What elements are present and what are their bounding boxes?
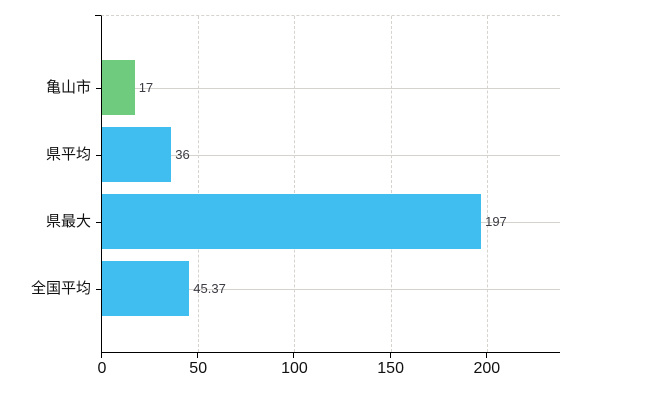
bar: [102, 261, 190, 316]
x-axis-tick-label: 0: [97, 360, 107, 377]
x-axis-tick: [293, 353, 295, 358]
bar: [102, 127, 172, 182]
category-gridline: [102, 88, 560, 89]
y-axis-tick: [96, 222, 101, 223]
vertical-gridline: [294, 16, 296, 352]
category-label: 県平均: [45, 146, 91, 163]
x-axis-tick: [197, 353, 199, 358]
category-label: 県最大: [45, 213, 91, 230]
category-label: 全国平均: [30, 280, 91, 297]
vertical-gridline: [198, 16, 200, 352]
category-gridline: [102, 289, 560, 290]
x-axis-tick-label: 200: [473, 360, 501, 377]
plot-area: 17 36 197 45.37: [101, 15, 560, 353]
x-axis-tick: [485, 353, 487, 358]
x-axis-tick-label: 150: [377, 360, 404, 377]
bar: [102, 194, 482, 249]
y-axis-tick: [96, 289, 101, 290]
bar-value-label: 17: [138, 80, 154, 95]
y-axis-tick: [96, 155, 101, 156]
y-axis-tick: [96, 88, 101, 89]
bar-value-label: 36: [175, 147, 190, 162]
vertical-gridline: [486, 16, 488, 352]
category-gridline: [102, 155, 560, 156]
bar: [102, 60, 135, 115]
bar-value-label: 45.37: [193, 281, 226, 296]
x-axis-tick: [101, 353, 102, 358]
x-axis-tick: [389, 353, 391, 358]
y-axis-top-tick: [95, 15, 101, 16]
x-axis-tick-label: 50: [189, 360, 208, 377]
category-label: 亀山市: [45, 79, 91, 96]
x-axis-tick-label: 100: [281, 360, 308, 377]
vertical-gridline: [390, 16, 392, 352]
bar-value-label: 197: [485, 214, 507, 229]
